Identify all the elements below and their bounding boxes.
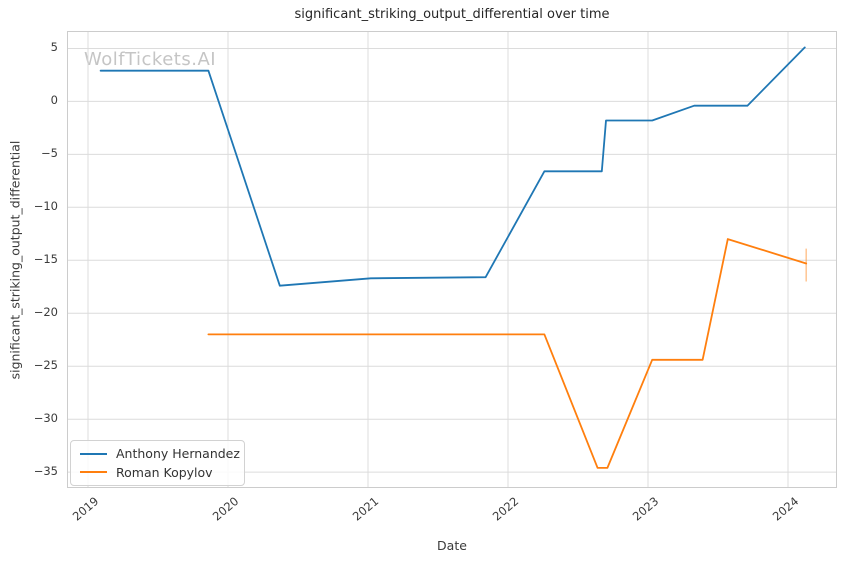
x-tick-label: 2021 [349,494,381,524]
legend-line-swatch-orange [80,471,107,474]
y-tick-label: 0 [50,93,58,108]
y-tick-label: −10 [33,199,58,214]
x-tick-label: 2020 [209,494,241,524]
y-tick-label: −25 [33,358,58,373]
legend-item: Anthony Hernandez [80,446,240,461]
y-tick-label: −30 [33,411,58,426]
legend-item: Roman Kopylov [80,465,235,480]
watermark: WolfTickets.AI [84,49,217,70]
x-tick-label: 2023 [629,494,661,524]
legend-label: Roman Kopylov [116,464,213,480]
x-axis-label: Date [437,538,467,553]
y-tick-label: −35 [33,464,58,479]
chart-canvas [67,31,837,488]
y-tick-label: −5 [41,146,58,161]
y-tick-label: 5 [50,40,58,55]
legend: Anthony Hernandez Roman Kopylov [70,440,245,486]
series-line-anthony-hernandez [99,46,806,287]
legend-line-swatch-blue [80,452,107,455]
x-tick-label: 2024 [769,494,801,524]
x-tick-label: 2022 [489,494,521,524]
plot-border [67,31,837,488]
chart-title: significant_striking_output_differential… [294,7,610,22]
series-line-roman-kopylov [207,238,808,469]
legend-label: Anthony Hernandez [116,446,240,462]
y-tick-label: −20 [33,305,58,320]
x-tick-label: 2019 [69,494,101,524]
y-tick-label: −15 [33,252,58,267]
